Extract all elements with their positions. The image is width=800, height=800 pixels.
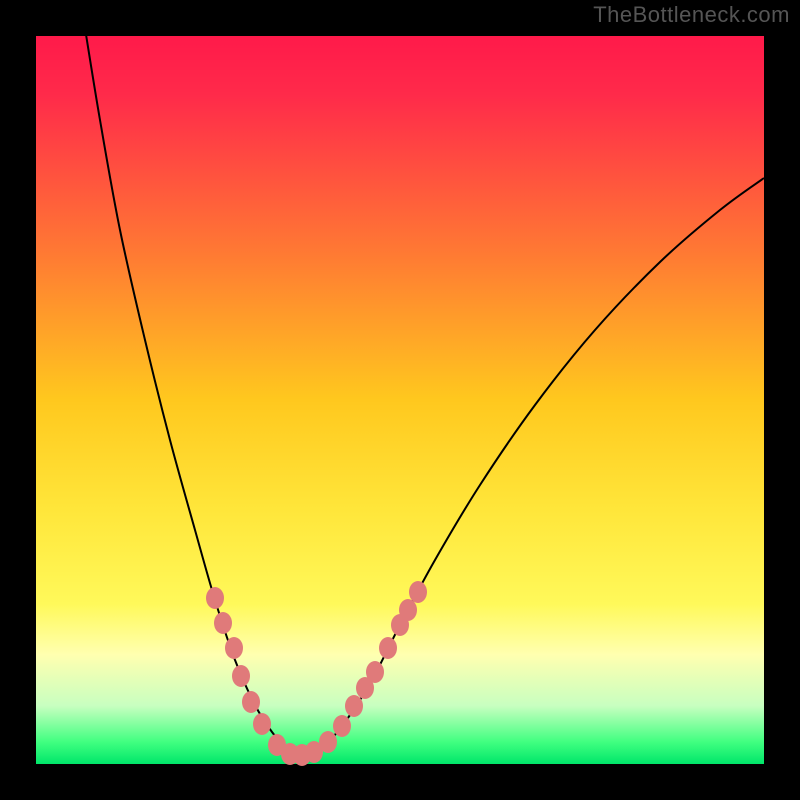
data-dot xyxy=(366,661,384,683)
data-dot xyxy=(409,581,427,603)
data-dot xyxy=(253,713,271,735)
data-dot xyxy=(333,715,351,737)
data-dot xyxy=(345,695,363,717)
data-dot xyxy=(379,637,397,659)
data-dot xyxy=(214,612,232,634)
chart-root: TheBottleneck.com xyxy=(0,0,800,800)
data-dot xyxy=(399,599,417,621)
plot-background xyxy=(36,36,764,764)
data-dot xyxy=(225,637,243,659)
data-dot xyxy=(232,665,250,687)
chart-svg xyxy=(0,0,800,800)
data-dot xyxy=(242,691,260,713)
data-dot xyxy=(319,731,337,753)
data-dot xyxy=(206,587,224,609)
watermark-text: TheBottleneck.com xyxy=(593,2,790,28)
